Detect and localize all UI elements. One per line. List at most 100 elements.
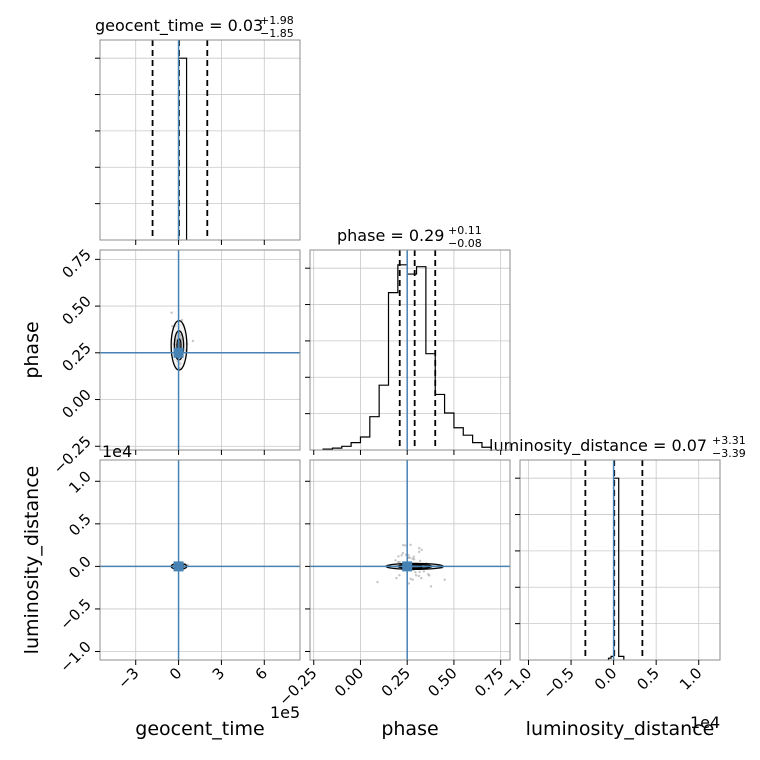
scatter-phase-vs-luminosity-distance-sample-40	[412, 555, 416, 558]
scatter-phase-vs-luminosity-distance-sample-59	[443, 578, 446, 581]
hist-luminosity-distance-xtick-label-3: 0.5	[633, 664, 663, 694]
title-geocent-time: geocent_time = 0.03	[95, 16, 263, 36]
axis-offsets: 1e5 1e4 1e4	[102, 442, 720, 732]
scatter-phase-vs-luminosity-distance-xtick-label-1: 0.00	[331, 664, 367, 700]
scatter-phase-vs-luminosity-distance-sample-92	[417, 550, 421, 554]
scatter-phase-vs-luminosity-distance-sample-12	[402, 543, 405, 547]
scatter-phase-vs-luminosity-distance-sample-139	[427, 573, 430, 576]
panel-titles: geocent_time = 0.03 +1.98 −1.85 phase = …	[95, 14, 746, 460]
scatter-geocent-time-vs-luminosity-distance-ytick-label-0: −1.0	[56, 638, 94, 676]
scatter-geocent-time-vs-phase-ytick-label-3: 0.50	[58, 292, 94, 328]
title-luminosity-distance: luminosity_distance = 0.07	[489, 436, 707, 456]
title-phase-sub: −0.08	[448, 237, 482, 250]
scatter-geocent-time-vs-luminosity-distance-panel: −3 0 3 6 −1.0 −0.5 0.0 0.5 1.0	[56, 459, 301, 692]
scatter-phase-vs-luminosity-distance-sample-134	[417, 574, 421, 578]
scatter-geocent-time-vs-luminosity-distance-ytick-label-4: 1.0	[65, 467, 95, 497]
hist-luminosity-distance-grid	[520, 460, 720, 660]
scatter-geocent-time-vs-phase-frame	[99, 249, 301, 451]
offset-luminosity-distance-y: 1e4	[102, 442, 132, 461]
hist-luminosity-distance-xtick-label-4: 1.0	[676, 664, 706, 694]
scatter-geocent-time-vs-luminosity-distance-ytick-label-3: 0.5	[65, 510, 95, 540]
scatter-geocent-time-vs-luminosity-distance-truth-marker	[173, 561, 184, 572]
scatter-phase-vs-luminosity-distance-frame	[309, 459, 511, 661]
scatter-phase-vs-luminosity-distance-sample-78	[422, 570, 426, 573]
scatter-phase-vs-luminosity-distance-sample-11	[420, 576, 423, 580]
hist-geocent-time-frame	[99, 39, 301, 241]
panels: −1.0 −0.5 0.0 0.5 1.0−0.250.000.250.500.75−3…	[50, 39, 721, 709]
scatter-phase-vs-luminosity-distance-sample-33	[401, 551, 405, 555]
scatter-phase-vs-luminosity-distance-grid	[310, 460, 510, 660]
offset-geocent-time-x: 1e5	[270, 703, 300, 722]
scatter-geocent-time-vs-phase-sample-29	[170, 311, 173, 314]
scatter-phase-vs-luminosity-distance-sample-64	[409, 577, 412, 580]
scatter-phase-vs-luminosity-distance-sample-114	[412, 558, 416, 561]
scatter-phase-vs-luminosity-distance-sample-27	[418, 546, 421, 550]
scatter-phase-vs-luminosity-distance-sample-45	[414, 574, 418, 577]
hist-luminosity-distance-xtick-label-2: 0.0	[591, 664, 621, 694]
hist-geocent-time-grid	[100, 40, 300, 240]
scatter-phase-vs-luminosity-distance-sample-151	[429, 585, 433, 588]
scatter-geocent-time-vs-phase-sample-21	[171, 324, 174, 328]
scatter-geocent-time-vs-luminosity-distance-ytick-label-2: 0.0	[65, 552, 95, 582]
scatter-phase-vs-luminosity-distance-sample-104	[414, 571, 417, 574]
scatter-geocent-time-vs-phase-sample-0	[191, 339, 195, 343]
xlabel-luminosity-distance: luminosity_distance	[526, 718, 715, 740]
title-luminosity-distance-sub: −3.39	[712, 447, 746, 460]
title-phase-sup: +0.11	[448, 224, 482, 237]
hist-luminosity-distance-panel: −1.0 −0.5 0.0 0.5 1.0	[497, 459, 721, 703]
scatter-phase-vs-luminosity-distance-sample-145	[418, 559, 422, 563]
scatter-phase-vs-luminosity-distance-sample-122	[397, 555, 400, 558]
scatter-geocent-time-vs-luminosity-distance-xtick-label-3: 6	[252, 664, 271, 683]
scatter-phase-vs-luminosity-distance-panel: −0.25 0.00 0.25 0.50 0.75	[275, 459, 511, 709]
scatter-geocent-time-vs-phase-sample-32	[178, 362, 182, 365]
scatter-geocent-time-vs-luminosity-distance-grid	[100, 460, 300, 660]
hist-luminosity-distance-xtick-label-1: −0.5	[539, 664, 577, 702]
hist-luminosity-distance-steps	[607, 477, 625, 660]
scatter-phase-vs-luminosity-distance-sample-124	[407, 582, 411, 585]
scatter-geocent-time-vs-phase-ytick-label-1: 0.00	[58, 386, 94, 422]
scatter-phase-vs-luminosity-distance-sample-1	[418, 570, 421, 574]
title-luminosity-distance-sup: +3.31	[712, 434, 746, 447]
title-geocent-time-sup: +1.98	[260, 14, 294, 27]
scatter-geocent-time-vs-phase-ytick-label-4: 0.75	[58, 245, 94, 281]
scatter-phase-vs-luminosity-distance-sample-90	[411, 578, 414, 581]
xlabel-phase: phase	[381, 718, 438, 740]
scatter-geocent-time-vs-luminosity-distance-xtick-label-2: 3	[209, 664, 228, 683]
scatter-geocent-time-vs-luminosity-distance-frame	[99, 459, 301, 661]
scatter-phase-vs-luminosity-distance-sample-35	[398, 574, 401, 577]
scatter-phase-vs-luminosity-distance-sample-113	[420, 548, 423, 552]
scatter-phase-vs-luminosity-distance-sample-98	[409, 543, 412, 547]
scatter-phase-vs-luminosity-distance-truth-marker	[402, 561, 413, 572]
scatter-phase-vs-luminosity-distance-sample-94	[395, 576, 398, 580]
scatter-geocent-time-vs-phase-sample-31	[184, 349, 187, 352]
hist-geocent-time-panel	[95, 39, 301, 245]
scatter-geocent-time-vs-phase-ytick-label-2: 0.25	[58, 339, 94, 375]
scatter-phase-vs-luminosity-distance-sample-85	[394, 559, 397, 562]
ylabel-luminosity-distance: luminosity_distance	[21, 466, 43, 655]
scatter-geocent-time-vs-phase-sample-30	[180, 318, 184, 322]
title-phase: phase = 0.29	[337, 226, 444, 245]
title-geocent-time-sub: −1.85	[260, 27, 294, 40]
scatter-phase-vs-luminosity-distance-sample-18	[398, 561, 401, 564]
axis-labels: geocent_time phase luminosity_distance p…	[21, 321, 714, 740]
hist-phase-grid	[310, 250, 510, 450]
scatter-geocent-time-vs-phase-ytick-label-0: −0.25	[50, 432, 95, 477]
hist-phase-frame	[309, 249, 511, 451]
scatter-phase-vs-luminosity-distance-sample-65	[376, 580, 379, 584]
hist-phase-panel	[305, 249, 511, 455]
xlabel-geocent-time: geocent_time	[135, 718, 264, 740]
scatter-phase-vs-luminosity-distance-sample-68	[404, 544, 407, 547]
ylabel-phase: phase	[21, 321, 43, 378]
scatter-geocent-time-vs-luminosity-distance-xtick-label-1: 0	[166, 664, 185, 683]
hist-luminosity-distance-xtick-label-0: −1.0	[497, 664, 535, 702]
hist-luminosity-distance-frame	[519, 459, 721, 661]
scatter-geocent-time-vs-luminosity-distance-ytick-label-1: −0.5	[56, 595, 94, 633]
scatter-geocent-time-vs-luminosity-distance-xtick-label-0: −3	[114, 664, 142, 692]
scatter-phase-vs-luminosity-distance-sample-149	[400, 554, 403, 557]
scatter-phase-vs-luminosity-distance-xtick-label-3: 0.50	[424, 664, 460, 700]
offset-luminosity-distance-x: 1e4	[690, 713, 720, 732]
scatter-geocent-time-vs-phase-grid	[100, 250, 300, 450]
scatter-phase-vs-luminosity-distance-xtick-label-2: 0.25	[378, 664, 414, 700]
scatter-geocent-time-vs-phase-panel: −0.25 0.00 0.25 0.50 0.75	[50, 245, 301, 478]
